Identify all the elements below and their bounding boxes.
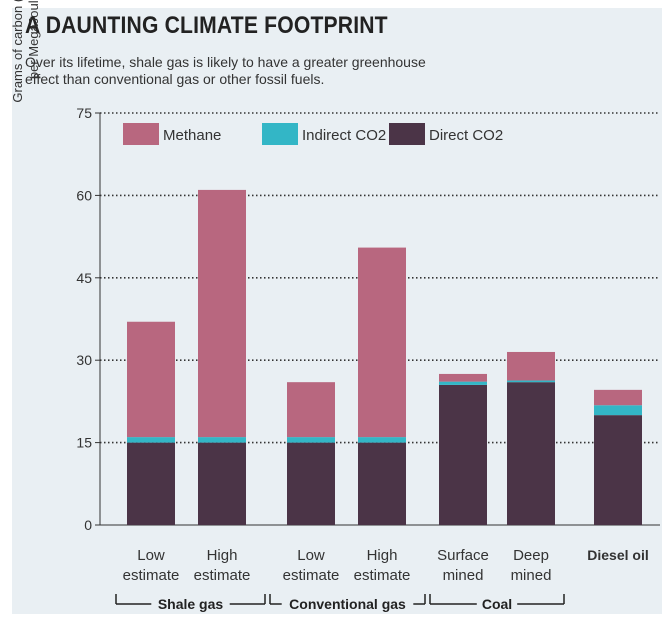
y-tick-label: 60: [76, 187, 92, 203]
bar-segment-methane: [439, 373, 487, 382]
legend-label-direct-co2: Direct CO2: [429, 127, 503, 144]
chart-subtitle-line-2: effect than conventional gas or other fo…: [25, 71, 325, 87]
legend-swatch-direct-co2: [389, 123, 425, 145]
bar-segment-indirect-co2: [507, 380, 555, 383]
x-category-label: Surface: [437, 547, 489, 564]
bar-segment-methane: [507, 351, 555, 381]
y-tick-label: 45: [76, 270, 92, 286]
bar-segment-indirect-co2: [127, 437, 175, 443]
bar-segment-indirect-co2: [439, 381, 487, 385]
bar-segment-methane: [594, 389, 642, 406]
legend-swatch-indirect-co2: [262, 123, 298, 145]
bar-segment-methane: [358, 247, 406, 438]
bar-segment-indirect-co2: [287, 437, 335, 443]
y-tick-label: 30: [76, 352, 92, 368]
x-category-label: Low: [297, 547, 325, 564]
x-category-label: mined: [511, 567, 552, 584]
bar-segment-direct-co2: [439, 384, 487, 525]
bar-segment-direct-co2: [127, 442, 175, 525]
legend-label-methane: Methane: [163, 127, 221, 144]
bar-segment-methane: [198, 189, 246, 438]
bar-segment-methane: [127, 321, 175, 438]
bar-segment-direct-co2: [198, 442, 246, 525]
x-category-label: estimate: [283, 567, 340, 584]
legend-swatch-methane: [123, 123, 159, 145]
x-category-label: Diesel oil: [587, 547, 648, 563]
x-category-label: Low: [137, 547, 165, 564]
x-category-label: estimate: [123, 567, 180, 584]
bar-segment-direct-co2: [594, 415, 642, 525]
x-category-label: mined: [443, 567, 484, 584]
group-label: Coal: [482, 596, 512, 612]
y-tick-label: 15: [76, 435, 92, 451]
bar-segment-indirect-co2: [198, 437, 246, 443]
x-category-label: High: [207, 547, 238, 564]
bar-segment-direct-co2: [358, 442, 406, 525]
group-label: Shale gas: [158, 596, 224, 612]
y-tick-label: 75: [76, 105, 92, 121]
chart-title: A DAUNTING CLIMATE FOOTPRINT: [25, 12, 388, 39]
x-category-label: Deep: [513, 547, 549, 564]
x-category-label: estimate: [354, 567, 411, 584]
x-category-label: High: [367, 547, 398, 564]
y-tick-label: 0: [84, 517, 92, 533]
bar-segment-methane: [287, 382, 335, 438]
bar-segment-indirect-co2: [358, 437, 406, 443]
bar-segment-indirect-co2: [594, 405, 642, 416]
bar-segment-direct-co2: [287, 442, 335, 525]
legend-label-indirect-co2: Indirect CO2: [302, 127, 386, 144]
x-category-label: estimate: [194, 567, 251, 584]
group-label: Conventional gas: [289, 596, 406, 612]
bar-segment-direct-co2: [507, 382, 555, 525]
chart-subtitle-line-1: Over its lifetime, shale gas is likely t…: [25, 54, 426, 70]
